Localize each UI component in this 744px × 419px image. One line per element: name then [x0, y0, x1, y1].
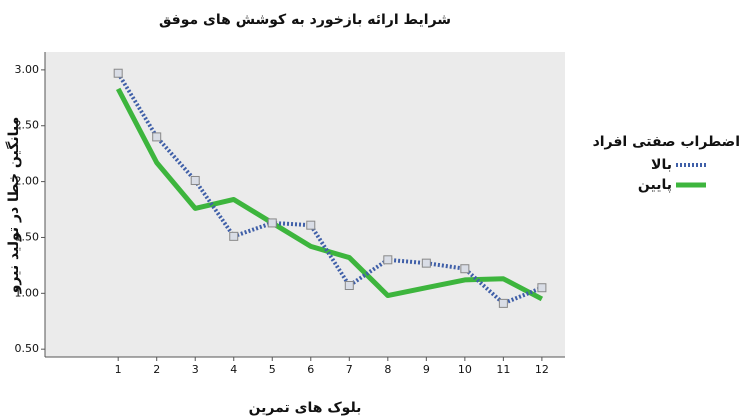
point — [421, 258, 431, 268]
x-tick-label: 10 — [458, 363, 472, 376]
x-tick-label: 6 — [307, 363, 314, 376]
x-tick-label: 3 — [192, 363, 199, 376]
point — [537, 283, 547, 293]
x-tick-label: 1 — [115, 363, 122, 376]
x-tick-label: 5 — [269, 363, 276, 376]
point — [344, 280, 354, 290]
point — [152, 132, 162, 142]
point — [498, 298, 508, 308]
point — [460, 264, 470, 274]
x-axis-label: بلوک های تمرین — [249, 400, 362, 416]
y-tick-label: 2.50 — [15, 119, 40, 132]
legend-label: پایین — [638, 177, 672, 193]
y-tick-label: 1.00 — [15, 286, 40, 299]
point — [190, 175, 200, 185]
x-tick-label: 4 — [230, 363, 237, 376]
legend-label: بالا — [651, 157, 672, 173]
x-tick-label: 9 — [423, 363, 430, 376]
legend-title: اضطراب صفتی افراد — [593, 134, 740, 150]
y-tick-label: 2.00 — [15, 175, 40, 188]
x-tick-label: 2 — [153, 363, 160, 376]
y-tick-label: 1.50 — [15, 230, 40, 243]
point — [383, 255, 393, 265]
x-tick-label: 12 — [535, 363, 549, 376]
chart-title: شرایط ارائه بازخورد به کوشش های موفق — [159, 12, 451, 28]
x-tick-label: 11 — [496, 363, 510, 376]
point — [229, 231, 239, 241]
y-tick-label: 0.50 — [15, 342, 40, 355]
x-tick-label: 8 — [384, 363, 391, 376]
x-tick-label: 7 — [346, 363, 353, 376]
point — [267, 218, 277, 228]
y-axis-label: میانگین خطا در تولید نیرو — [5, 117, 22, 295]
y-tick-label: 3.00 — [15, 63, 40, 76]
point — [113, 68, 123, 78]
point — [306, 220, 316, 230]
plot-area — [45, 52, 565, 357]
